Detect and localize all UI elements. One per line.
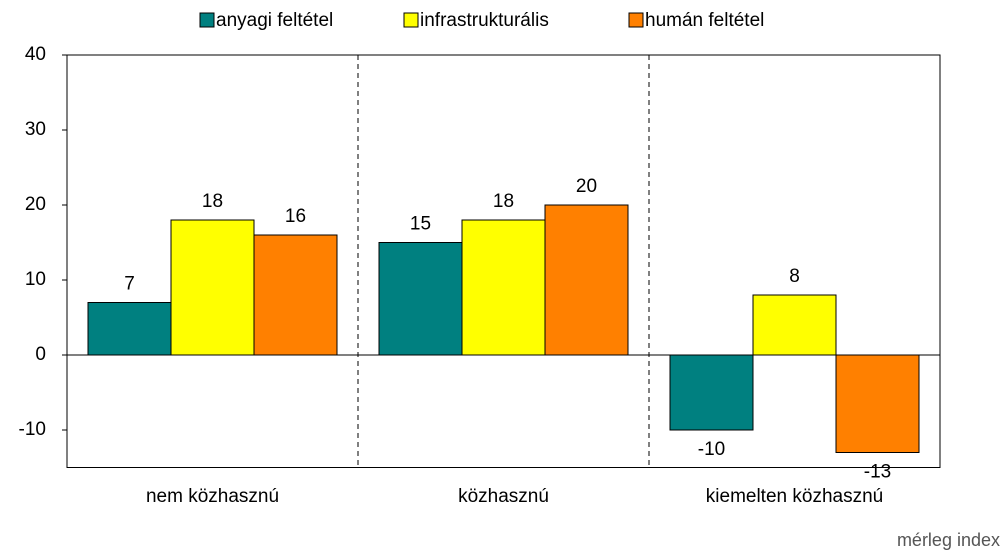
legend-swatch — [199, 12, 215, 28]
bar — [378, 242, 463, 356]
x-tick-label: nem közhasznú — [146, 486, 279, 507]
x-tick-label: kiemelten közhasznú — [706, 486, 883, 507]
value-label: -13 — [864, 462, 891, 483]
bar — [752, 294, 837, 356]
bar — [669, 354, 754, 431]
value-label: 8 — [789, 266, 800, 287]
legend-swatch — [628, 12, 644, 28]
value-label: 20 — [576, 176, 597, 197]
bar — [835, 354, 920, 453]
y-tick-label: 30 — [25, 119, 46, 140]
y-tick-label: 0 — [35, 344, 46, 365]
value-label: 18 — [493, 191, 514, 212]
y-tick-label: -10 — [19, 419, 46, 440]
value-label: 15 — [410, 214, 431, 235]
legend-label: infrastrukturális — [420, 10, 549, 31]
value-label: 18 — [202, 191, 223, 212]
bar — [87, 302, 172, 356]
y-tick-label: 40 — [25, 44, 46, 65]
legend-label: anyagi feltétel — [216, 10, 333, 31]
value-label: 16 — [285, 206, 306, 227]
note: mérleg index — [897, 530, 1000, 550]
value-label: 7 — [124, 274, 135, 295]
bar — [461, 219, 546, 356]
plot-frame — [66, 54, 941, 468]
bar — [253, 234, 338, 356]
y-tick-label: 20 — [25, 194, 46, 215]
bar — [544, 204, 629, 356]
bar — [170, 219, 255, 356]
y-tick-label: 10 — [25, 269, 46, 290]
legend-swatch — [403, 12, 419, 28]
legend-label: humán feltétel — [645, 10, 764, 31]
value-label: -10 — [698, 439, 725, 460]
x-tick-label: közhasznú — [458, 486, 549, 507]
